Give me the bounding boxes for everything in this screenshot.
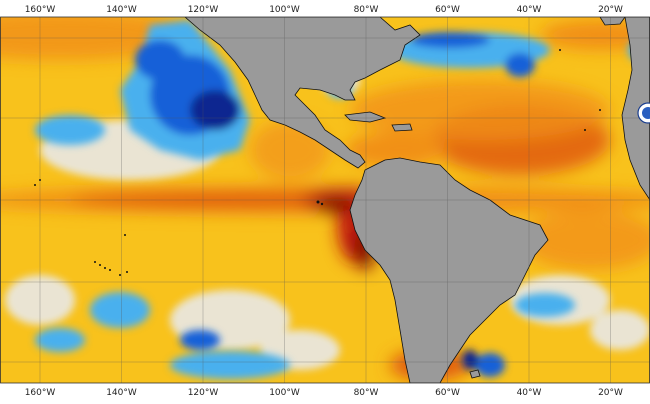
lon-label: 60°W <box>435 5 460 15</box>
lon-label: 100°W <box>269 5 300 15</box>
lon-labels-top: 160°W 140°W 120°W 100°W 80°W 60°W 40°W 20°W <box>25 5 623 15</box>
greenland-tip-land <box>599 17 626 26</box>
lon-label: 140°W <box>106 388 137 398</box>
lon-label: 160°W <box>25 5 56 15</box>
lon-label: 100°W <box>269 388 300 398</box>
hispaniola-land <box>391 123 413 132</box>
agency-logo <box>637 102 650 124</box>
north-america-land <box>184 17 421 169</box>
africa-land <box>621 17 650 201</box>
lon-label: 20°W <box>598 5 623 15</box>
lon-label: 120°W <box>188 388 219 398</box>
cool-regions <box>35 20 650 379</box>
lon-label: 160°W <box>25 388 56 398</box>
south-america-land <box>349 157 549 383</box>
lon-label: 120°W <box>188 5 219 15</box>
lon-label: 40°W <box>517 388 542 398</box>
graticule <box>0 17 650 383</box>
lon-label: 80°W <box>354 5 379 15</box>
falkland-land <box>469 369 481 379</box>
lon-label: 140°W <box>106 5 137 15</box>
pacific-islands <box>34 49 601 276</box>
lon-labels-bottom: 160°W 140°W 120°W 100°W 80°W 60°W 40°W 20°W <box>25 388 623 398</box>
lon-label: 80°W <box>354 388 379 398</box>
lon-label: 20°W <box>598 388 623 398</box>
land-masses <box>184 17 650 383</box>
lon-label: 40°W <box>517 5 542 15</box>
lon-label: 60°W <box>435 388 460 398</box>
